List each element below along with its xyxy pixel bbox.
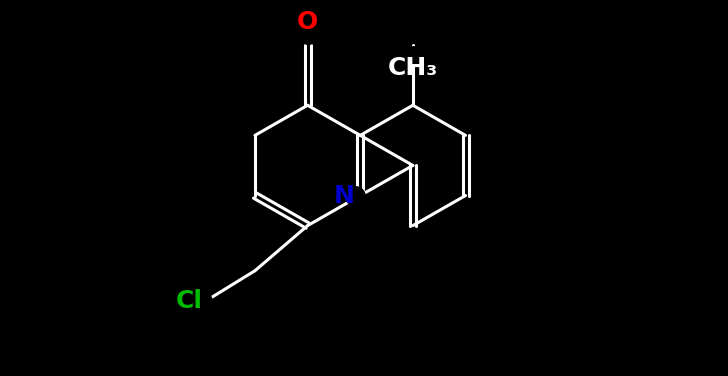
Text: O: O: [297, 10, 318, 34]
Text: CH₃: CH₃: [388, 56, 438, 80]
Text: N: N: [333, 183, 355, 208]
Text: Cl: Cl: [175, 289, 202, 313]
